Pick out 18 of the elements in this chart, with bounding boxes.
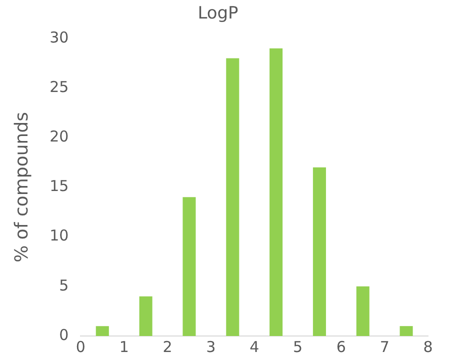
y-tick-label: 15 — [50, 177, 69, 196]
x-tick-label: 7 — [380, 338, 390, 356]
y-tick-label: 20 — [50, 127, 69, 146]
x-tick-label: 1 — [119, 338, 129, 356]
y-tick-label: 5 — [59, 276, 69, 294]
y-tick-label: 10 — [50, 226, 69, 245]
x-tick-label: 2 — [162, 338, 172, 356]
x-tick-label: 3 — [206, 338, 216, 356]
y-tick-label: 30 — [50, 28, 69, 46]
x-tick-label: 4 — [250, 338, 260, 356]
x-tick-label: 0 — [76, 338, 86, 356]
y-tick-label: 25 — [50, 78, 69, 96]
x-tick-label: 8 — [423, 338, 433, 356]
x-tick-label: 5 — [292, 338, 303, 356]
chart-title: LogP — [198, 4, 238, 24]
x-tick-label: 6 — [336, 338, 346, 356]
y-tick-label: 0 — [59, 326, 69, 344]
y-axis-title: % of compounds — [11, 112, 32, 262]
